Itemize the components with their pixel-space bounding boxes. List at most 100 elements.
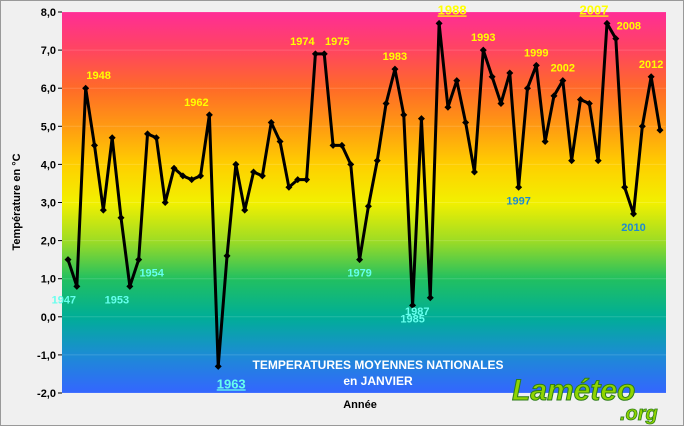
y-tick-label: 7,0 — [41, 45, 56, 57]
year-label: 1953 — [105, 294, 129, 306]
data-point — [338, 141, 346, 149]
data-point — [462, 118, 470, 126]
data-line — [66, 21, 662, 368]
data-point — [294, 176, 302, 184]
data-point — [594, 157, 602, 165]
year-label: 1962 — [184, 97, 208, 109]
data-point — [205, 111, 213, 119]
year-label: 2010 — [621, 222, 645, 234]
year-label: 1993 — [471, 32, 495, 44]
data-point — [629, 210, 637, 218]
data-point — [73, 282, 81, 290]
data-point — [568, 157, 576, 165]
data-point — [108, 134, 116, 142]
y-tick-label: -1,0 — [37, 350, 56, 362]
data-point — [126, 282, 134, 290]
data-point — [135, 256, 143, 264]
data-point — [612, 35, 620, 43]
data-point — [347, 160, 355, 168]
data-point — [470, 168, 478, 176]
y-axis-label: Température en °C — [11, 153, 23, 250]
year-label: 1987 — [405, 306, 429, 318]
year-label: 1979 — [347, 268, 371, 280]
y-tick-label: 5,0 — [41, 121, 56, 133]
data-point — [532, 61, 540, 69]
data-point — [91, 141, 99, 149]
data-point — [550, 92, 558, 100]
data-point — [559, 77, 567, 85]
chart-title: TEMPERATURES MOYENNES NATIONALES — [253, 358, 504, 372]
data-point — [188, 176, 196, 184]
data-point — [364, 202, 372, 210]
data-point — [576, 96, 584, 104]
data-point — [276, 138, 284, 146]
chart-subtitle: en JANVIER — [343, 374, 413, 388]
data-point — [64, 256, 72, 264]
data-point — [585, 99, 593, 107]
data-point — [356, 256, 364, 264]
x-axis-label: Année — [343, 399, 377, 411]
y-tick-label: 6,0 — [41, 83, 56, 95]
data-point — [117, 214, 125, 222]
data-point — [488, 73, 496, 81]
data-point — [223, 252, 231, 260]
data-point — [197, 172, 205, 180]
year-label: 1999 — [524, 47, 548, 59]
y-tick-label: 1,0 — [41, 274, 56, 286]
data-point — [99, 206, 107, 214]
data-point — [541, 138, 549, 146]
data-point — [638, 122, 646, 130]
data-point — [647, 73, 655, 81]
data-point — [161, 199, 169, 206]
y-tick-label: 3,0 — [41, 198, 56, 210]
y-tick-label: -2,0 — [37, 388, 56, 400]
data-point — [400, 111, 408, 119]
data-point — [656, 126, 664, 134]
data-point — [179, 172, 187, 180]
year-label: 1975 — [325, 36, 349, 48]
data-point — [241, 206, 249, 214]
data-point — [170, 164, 178, 172]
year-label: 1983 — [383, 51, 407, 63]
data-point — [82, 84, 90, 92]
data-point — [144, 130, 152, 138]
data-point — [523, 84, 531, 92]
y-tick-label: 2,0 — [41, 236, 56, 248]
data-point — [603, 19, 611, 27]
data-point — [417, 115, 425, 123]
data-point — [320, 50, 328, 58]
year-label: 1988 — [438, 2, 467, 17]
data-point — [214, 362, 222, 370]
data-point — [285, 183, 293, 191]
year-label: 2007 — [580, 2, 609, 17]
year-label: 1997 — [506, 195, 530, 207]
y-tick-label: 0,0 — [41, 312, 56, 324]
data-point — [373, 157, 381, 165]
data-point — [329, 141, 337, 149]
logo-name: Laméteo — [512, 374, 635, 407]
data-point — [453, 77, 461, 85]
data-point — [621, 183, 629, 191]
data-point — [409, 301, 417, 309]
year-label: 2012 — [639, 59, 663, 71]
year-label: 1963 — [217, 376, 246, 391]
y-tick-label: 8,0 — [41, 7, 56, 19]
data-point — [444, 103, 452, 111]
data-point — [303, 176, 311, 184]
year-label: 1974 — [290, 36, 315, 48]
data-point — [152, 134, 160, 142]
data-point — [258, 172, 266, 180]
year-label: 1948 — [86, 70, 110, 82]
data-point — [382, 99, 390, 107]
data-point — [515, 183, 523, 191]
data-point — [311, 50, 319, 58]
y-tick-label: 4,0 — [41, 159, 56, 171]
data-point — [506, 69, 514, 77]
data-point — [435, 19, 443, 27]
logo-domain: .org — [620, 403, 658, 425]
data-point — [250, 168, 258, 176]
data-point — [232, 160, 240, 168]
year-label: 1985 — [400, 313, 424, 325]
data-point — [479, 46, 487, 54]
